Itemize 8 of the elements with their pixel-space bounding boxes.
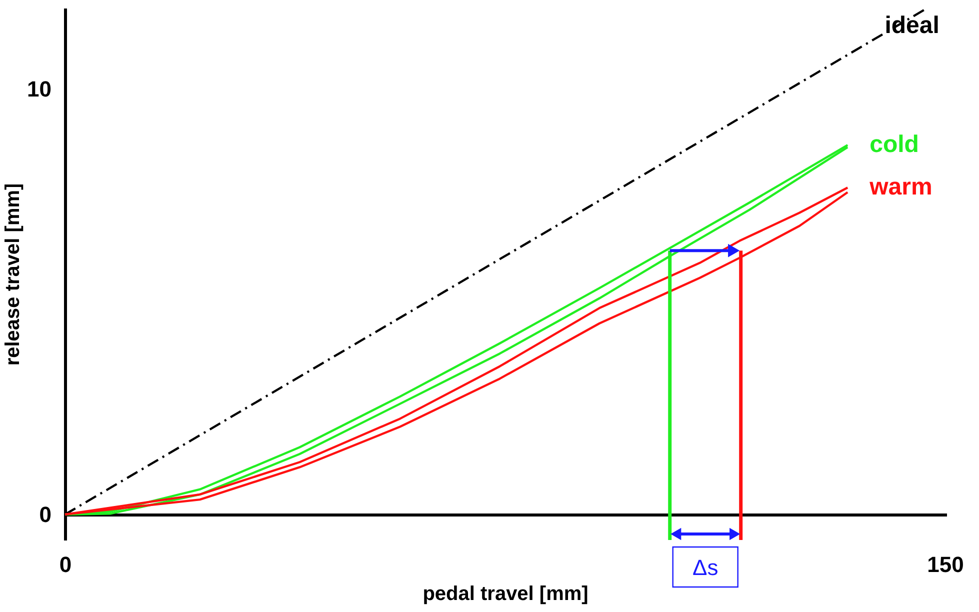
series-label: cold bbox=[870, 131, 919, 158]
series-label: warm bbox=[868, 174, 932, 201]
x-tick-label: 150 bbox=[927, 552, 964, 577]
x-axis-title: pedal travel [mm] bbox=[422, 582, 588, 605]
text: Δs bbox=[692, 555, 718, 580]
y-tick-label: 10 bbox=[27, 76, 52, 102]
y-axis-title: release travel [mm] bbox=[2, 183, 24, 366]
series-label: ideal bbox=[884, 12, 940, 39]
